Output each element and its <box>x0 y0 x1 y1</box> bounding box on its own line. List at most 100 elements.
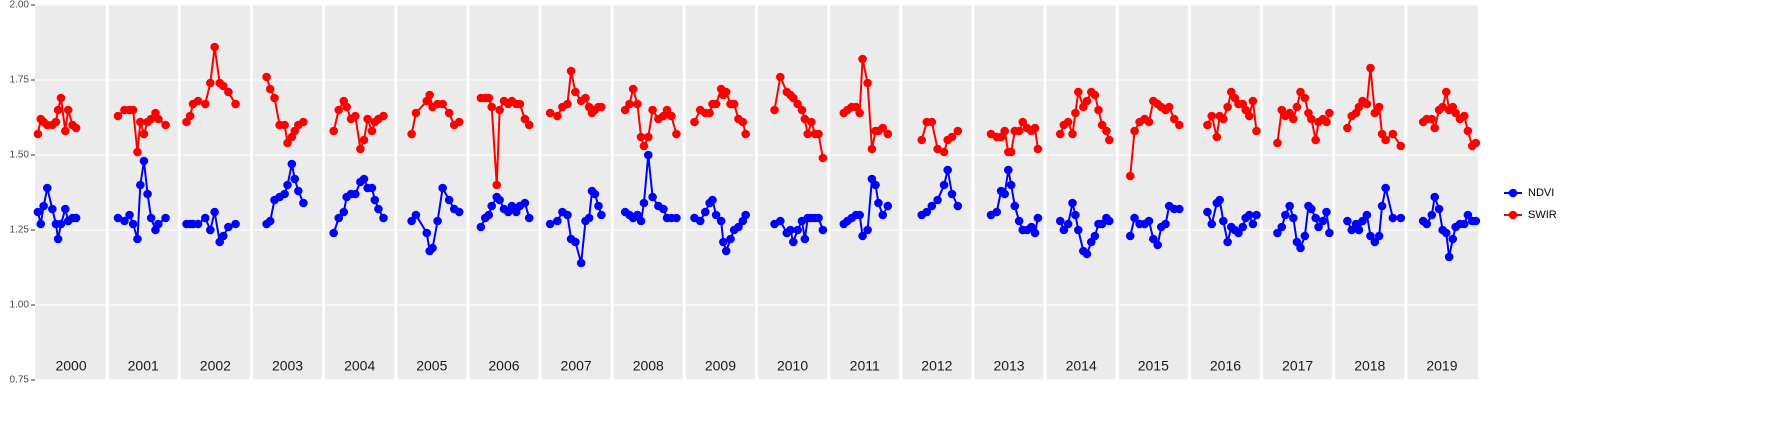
data-point <box>206 225 215 235</box>
data-point <box>71 123 81 133</box>
data-point <box>943 165 952 175</box>
data-point <box>422 228 432 238</box>
data-point <box>128 219 138 229</box>
data-point <box>1273 228 1282 238</box>
data-point <box>1343 216 1352 226</box>
data-point <box>788 93 798 103</box>
data-point <box>1427 210 1437 220</box>
data-point <box>858 231 867 241</box>
data-point <box>770 105 779 115</box>
data-point <box>1438 102 1447 112</box>
x-tick-label: 2005 <box>416 358 447 374</box>
data-point <box>1281 210 1290 220</box>
data-point <box>705 108 714 118</box>
data-point <box>351 111 360 121</box>
data-point <box>438 99 447 109</box>
data-point <box>594 201 603 211</box>
data-point <box>1144 117 1154 127</box>
data-point <box>726 234 735 244</box>
data-point <box>729 99 739 109</box>
data-point <box>1314 222 1323 232</box>
data-point <box>1396 141 1406 151</box>
data-point <box>1374 231 1384 241</box>
data-point <box>407 129 416 139</box>
data-point <box>1219 216 1228 226</box>
data-point <box>1030 123 1040 133</box>
data-point <box>863 225 872 235</box>
data-point <box>329 126 339 136</box>
data-point <box>1014 216 1024 226</box>
y-tick-label: 0.75 <box>10 375 30 386</box>
data-point <box>161 120 170 130</box>
data-point <box>299 198 308 208</box>
data-point <box>1071 210 1080 220</box>
data-point <box>1285 201 1294 211</box>
data-point <box>803 129 813 139</box>
data-point <box>648 192 657 202</box>
data-point <box>359 174 369 184</box>
data-point <box>719 237 728 247</box>
data-point <box>1244 210 1254 220</box>
data-point <box>933 144 942 154</box>
data-point <box>1130 126 1139 136</box>
data-point <box>1071 108 1080 118</box>
data-point <box>1203 207 1212 217</box>
data-point <box>219 231 228 241</box>
data-point <box>1130 213 1139 223</box>
data-point <box>1223 237 1232 247</box>
data-point <box>1422 219 1432 229</box>
data-point <box>1244 111 1254 121</box>
data-point <box>800 234 810 244</box>
data-point <box>662 105 672 115</box>
data-point <box>524 120 534 130</box>
data-point <box>61 126 70 136</box>
data-point <box>143 189 152 199</box>
data-point <box>1471 216 1481 226</box>
data-point <box>1377 201 1387 211</box>
data-point <box>1105 135 1114 145</box>
data-point <box>1000 126 1009 136</box>
data-point <box>992 207 1002 217</box>
data-point <box>1434 204 1444 214</box>
data-point <box>444 108 454 118</box>
data-point <box>515 99 525 109</box>
data-point <box>1033 213 1043 223</box>
data-point <box>520 114 530 124</box>
data-point <box>553 216 562 226</box>
data-point <box>639 141 649 151</box>
data-point <box>1059 225 1069 235</box>
data-point <box>53 105 63 115</box>
data-point <box>927 117 937 127</box>
data-point <box>334 105 344 115</box>
data-point <box>42 183 52 193</box>
data-point <box>1325 228 1334 238</box>
data-point <box>1252 210 1261 220</box>
series-line <box>265 163 305 225</box>
data-point <box>206 78 215 88</box>
data-point <box>863 78 872 88</box>
data-point <box>484 93 494 103</box>
data-point <box>1169 114 1179 124</box>
data-point <box>1430 192 1440 202</box>
data-point <box>370 195 380 205</box>
data-point <box>786 225 795 235</box>
data-point <box>858 54 867 64</box>
data-point <box>643 132 653 142</box>
data-point <box>379 213 388 223</box>
data-point <box>374 204 383 214</box>
data-point <box>1207 219 1217 229</box>
data-point <box>1300 231 1310 241</box>
data-point <box>545 108 555 118</box>
data-point <box>1388 129 1398 139</box>
data-point <box>146 213 156 223</box>
data-point <box>1343 123 1352 133</box>
data-point <box>283 138 292 148</box>
data-point <box>224 87 233 97</box>
data-point <box>776 216 785 226</box>
data-point <box>672 129 681 139</box>
data-point <box>721 246 731 256</box>
data-point <box>299 117 308 127</box>
data-point <box>1277 222 1287 232</box>
data-point <box>1471 138 1481 148</box>
data-point <box>793 99 802 109</box>
